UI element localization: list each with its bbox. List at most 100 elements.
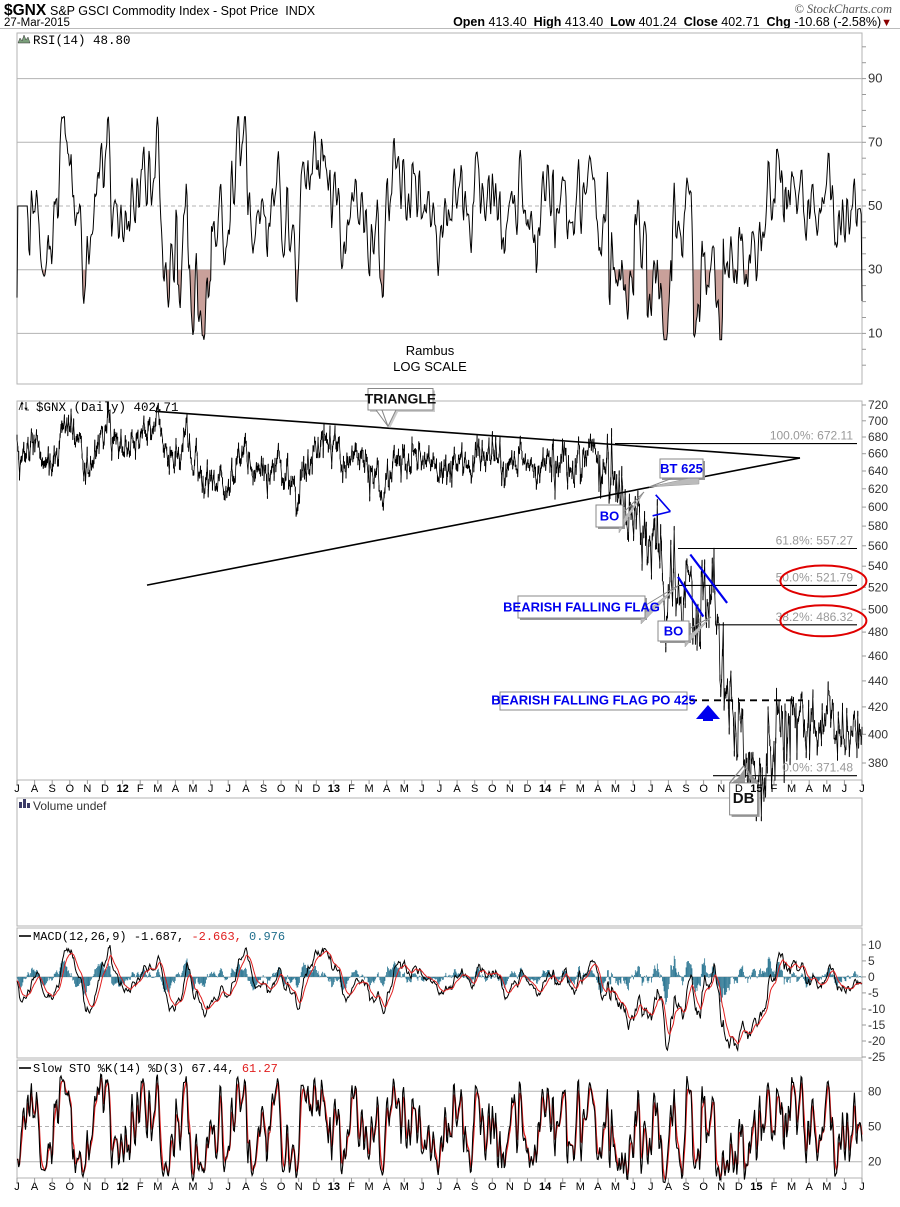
svg-text:660: 660 [868,447,888,461]
svg-text:14: 14 [539,783,552,795]
svg-text:A: A [806,783,814,795]
svg-text:N: N [717,1181,725,1193]
svg-text:D: D [101,1181,109,1193]
svg-text:O: O [66,1181,75,1193]
svg-text:M: M [365,1181,374,1193]
svg-text:D: D [312,1181,320,1193]
svg-text:M: M [188,1181,197,1193]
svg-text:90: 90 [868,71,882,86]
svg-text:12: 12 [116,1181,128,1193]
svg-text:M: M [400,1181,409,1193]
svg-text:J: J [208,783,214,795]
svg-text:M: M [153,783,162,795]
svg-text:M: M [611,1181,620,1193]
svg-text:15: 15 [750,1181,762,1193]
svg-text:A: A [172,1181,180,1193]
svg-text:J: J [648,1181,654,1193]
svg-text:560: 560 [868,539,888,553]
svg-text:J: J [437,783,443,795]
svg-text:A: A [383,1181,391,1193]
svg-text:M: M [576,783,585,795]
svg-text:13: 13 [328,783,340,795]
svg-text:0.0%: 371.48: 0.0%: 371.48 [782,761,853,775]
svg-text:M: M [822,1181,831,1193]
svg-text:13: 13 [328,1181,340,1193]
svg-text:A: A [594,783,602,795]
svg-text:30: 30 [868,262,882,277]
svg-text:J: J [842,783,848,795]
svg-text:J: J [14,1181,20,1193]
svg-text:20: 20 [868,1155,882,1169]
svg-text:A: A [806,1181,814,1193]
svg-text:O: O [488,1181,497,1193]
svg-text:M: M [576,1181,585,1193]
svg-text:10: 10 [868,325,882,340]
svg-text:680: 680 [868,430,888,444]
svg-text:F: F [559,1181,566,1193]
svg-text:J: J [225,783,231,795]
svg-text:M: M [787,1181,796,1193]
svg-text:480: 480 [868,625,888,639]
svg-text:80: 80 [868,1084,882,1098]
svg-text:620: 620 [868,482,888,496]
svg-text:S: S [260,783,267,795]
svg-text:J: J [208,1181,214,1193]
svg-text:M: M [822,783,831,795]
svg-text:400: 400 [868,727,888,741]
svg-text:Slow STO %K(14) %D(3) 67.44, 6: Slow STO %K(14) %D(3) 67.44, 61.27 [33,1062,278,1076]
svg-text:D: D [524,1181,532,1193]
svg-text:D: D [735,1181,743,1193]
svg-text:J: J [630,1181,636,1193]
svg-text:F: F [137,783,144,795]
svg-text:A: A [31,1181,39,1193]
svg-text:-5: -5 [868,986,879,1000]
svg-text:720: 720 [868,398,888,412]
svg-text:N: N [295,783,303,795]
svg-text:S: S [682,1181,689,1193]
svg-text:D: D [524,783,532,795]
svg-text:M: M [365,783,374,795]
svg-text:460: 460 [868,649,888,663]
svg-text:J: J [859,1181,865,1193]
svg-text:15: 15 [750,783,762,795]
svg-text:14: 14 [539,1181,552,1193]
svg-text:440: 440 [868,674,888,688]
svg-text:N: N [506,1181,514,1193]
svg-text:A: A [453,783,461,795]
svg-text:M: M [400,783,409,795]
svg-text:M: M [611,783,620,795]
svg-text:O: O [699,1181,708,1193]
svg-text:MACD(12,26,9) -1.687, -2.663,: MACD(12,26,9) -1.687, -2.663, 0.976 [33,930,285,944]
svg-text:640: 640 [868,464,888,478]
svg-text:600: 600 [868,500,888,514]
svg-text:F: F [348,783,355,795]
svg-text:M: M [787,783,796,795]
svg-text:50: 50 [868,198,882,213]
svg-text:J: J [630,783,636,795]
svg-text:N: N [295,1181,303,1193]
svg-text:-25: -25 [868,1050,886,1064]
svg-text:O: O [488,783,497,795]
svg-text:J: J [437,1181,443,1193]
svg-text:A: A [242,1181,250,1193]
svg-text:J: J [225,1181,231,1193]
svg-text:Rambus: Rambus [406,343,455,358]
svg-text:420: 420 [868,700,888,714]
svg-text:A: A [453,1181,461,1193]
svg-text:F: F [771,783,778,795]
svg-text:10: 10 [868,938,882,952]
svg-text:M: M [153,1181,162,1193]
svg-text:70: 70 [868,134,882,149]
svg-text:M: M [188,783,197,795]
svg-text:5: 5 [868,954,875,968]
svg-text:S: S [471,783,478,795]
svg-text:D: D [101,783,109,795]
svg-text:BEARISH FALLING FLAG PO 425: BEARISH FALLING FLAG PO 425 [491,693,695,708]
svg-text:RSI(14) 48.80: RSI(14) 48.80 [33,34,131,48]
svg-text:540: 540 [868,559,888,573]
svg-text:61.8%: 557.27: 61.8%: 557.27 [776,534,854,548]
svg-text:$GNX (Daily) 402.71: $GNX (Daily) 402.71 [36,401,179,415]
svg-text:-15: -15 [868,1018,886,1032]
svg-text:D: D [735,783,743,795]
svg-text:A: A [242,783,250,795]
